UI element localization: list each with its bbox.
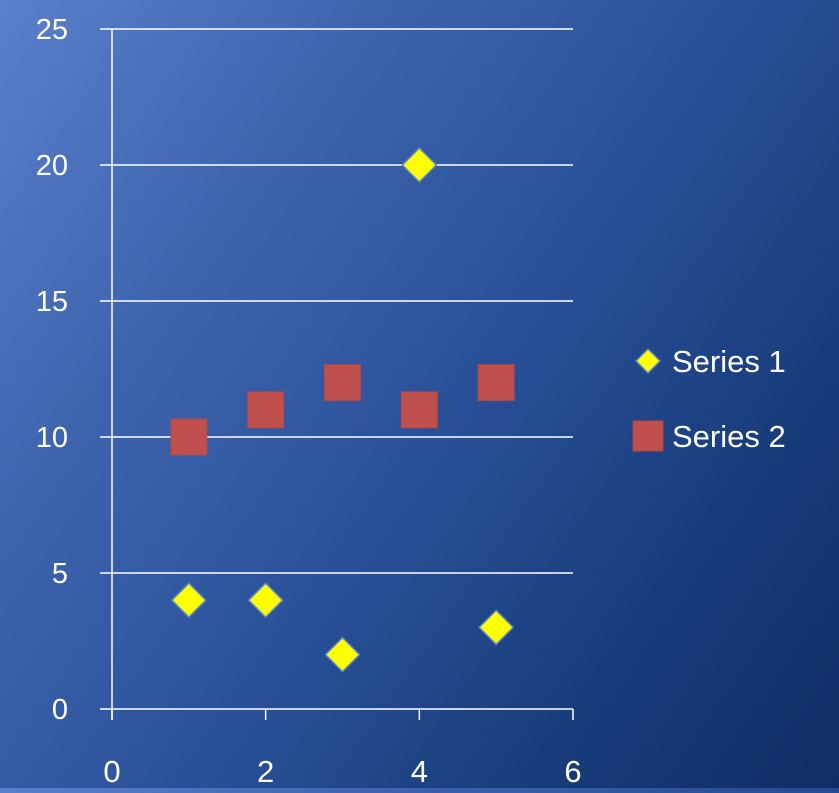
axes (100, 29, 574, 720)
y-tick-labels: 0 5 10 15 20 25 (36, 14, 68, 726)
series-1-point (247, 582, 284, 619)
series-1-point (478, 609, 515, 646)
legend-item-series-2: Series 2 (632, 419, 786, 454)
y-tick-label: 10 (36, 422, 68, 454)
y-tick-label: 20 (36, 150, 68, 182)
y-tick-label: 15 (36, 286, 68, 318)
legend: Series 1 Series 2 (632, 344, 786, 454)
series-1-point (170, 582, 207, 619)
series-2-point (170, 418, 208, 456)
x-tick-label: 0 (103, 754, 120, 788)
x-tick-labels: 0 2 4 6 (103, 754, 581, 789)
legend-label: Series 1 (672, 344, 786, 379)
series-1-point (401, 146, 438, 184)
series-2-point (477, 364, 515, 402)
gridlines (100, 28, 573, 574)
series-1-point (324, 636, 361, 673)
series-2-point (324, 364, 361, 402)
square-icon (632, 420, 664, 452)
y-tick-label: 0 (52, 694, 68, 726)
series-2-point (400, 391, 438, 429)
x-tick-label: 2 (257, 754, 274, 788)
data-points (170, 146, 515, 673)
legend-label: Series 2 (672, 419, 786, 454)
x-tick-label: 4 (411, 754, 428, 788)
y-tick-label: 25 (36, 14, 68, 46)
y-tick-label: 5 (52, 558, 68, 590)
x-tick-label: 6 (564, 754, 581, 788)
legend-item-series-1: Series 1 (634, 344, 786, 379)
diamond-icon (634, 347, 662, 375)
series-2-point (247, 391, 285, 429)
